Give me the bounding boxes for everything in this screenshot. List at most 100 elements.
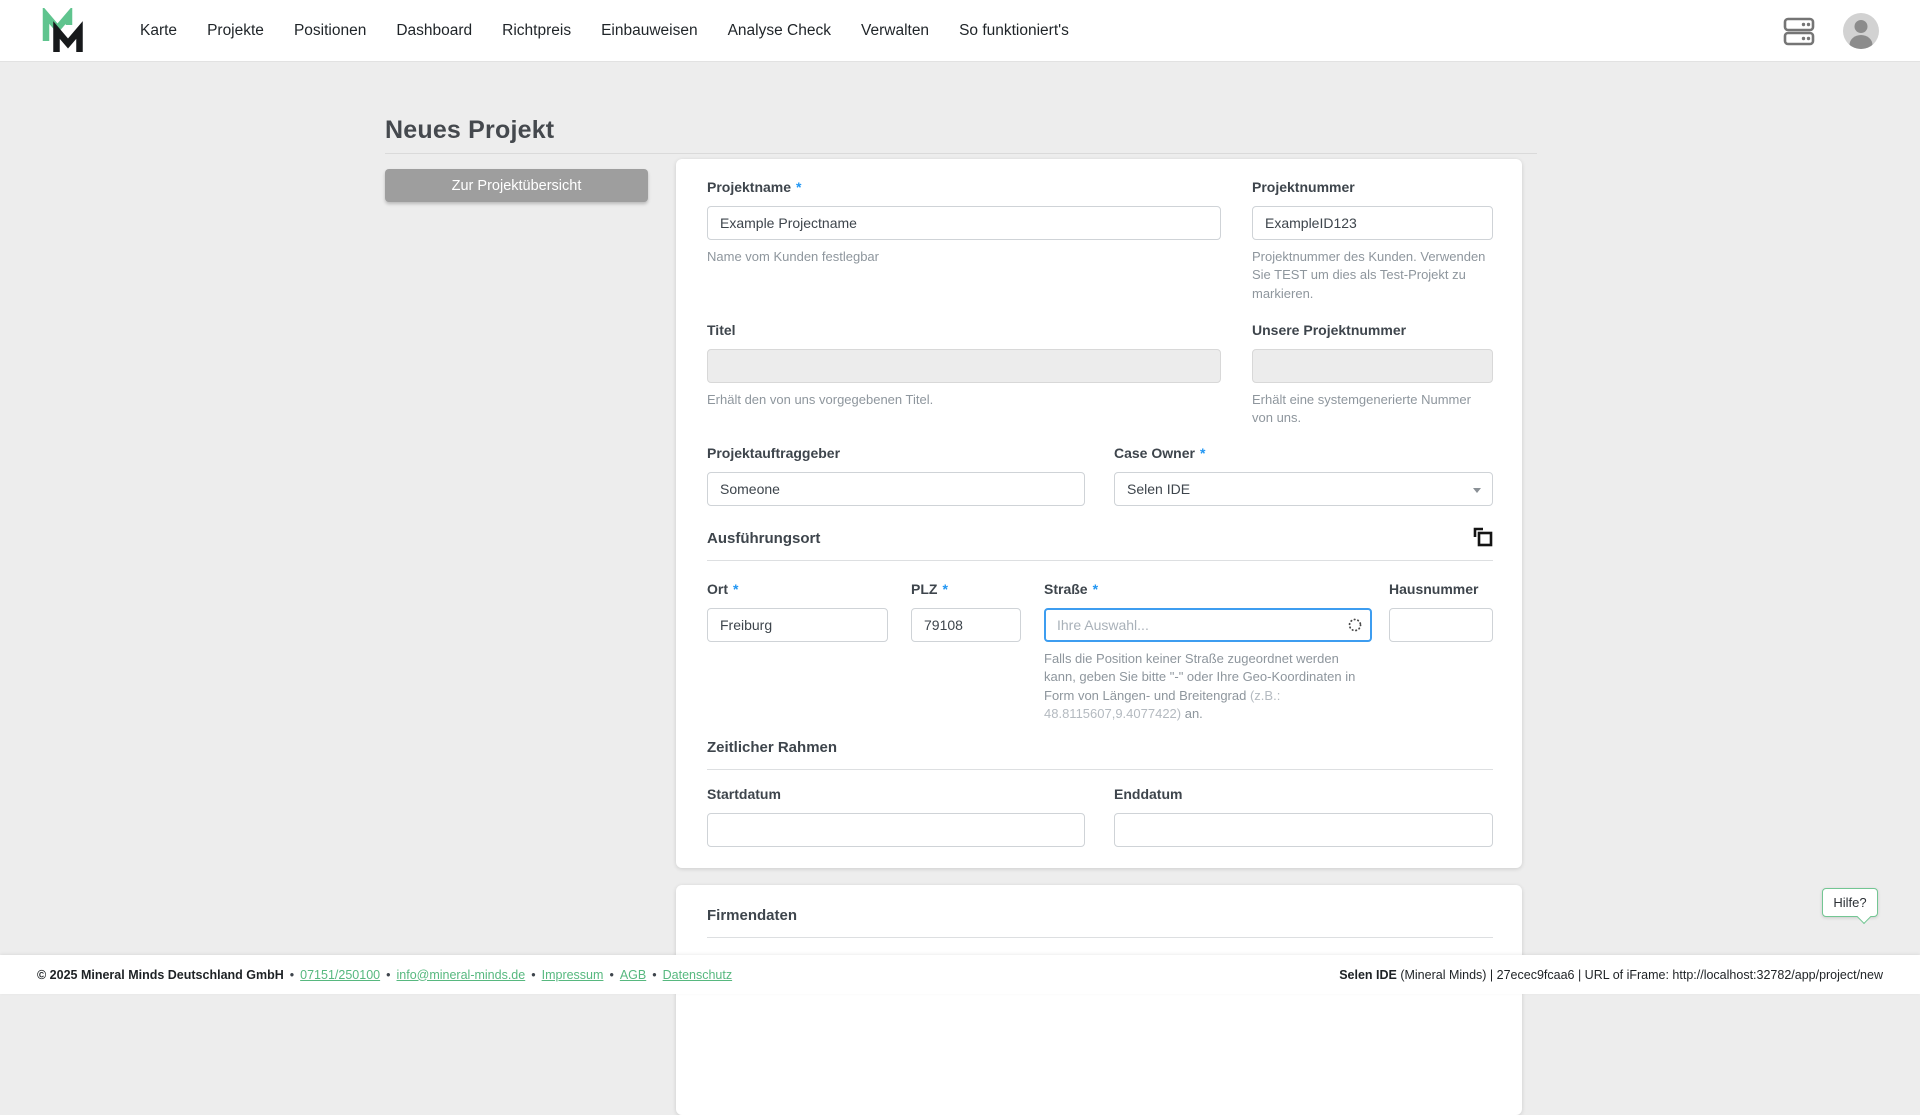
session-user: Selen IDE (1339, 967, 1397, 982)
projektname-input[interactable] (707, 206, 1221, 240)
startdatum-label-text: Startdatum (707, 786, 781, 802)
hausnummer-input[interactable] (1389, 608, 1493, 642)
page-title: Neues Projekt (385, 116, 555, 144)
projektauftraggeber-input[interactable] (707, 472, 1085, 506)
mineral-minds-logo[interactable] (40, 7, 86, 54)
footer-link-phone[interactable]: 07151/250100 (300, 967, 381, 982)
nav-item-positionen[interactable]: Positionen (293, 21, 367, 39)
field-plz: PLZ * (911, 581, 1021, 642)
footer-link-datenschutz[interactable]: Datenschutz (662, 967, 733, 982)
section-zeitlicher-rahmen-heading: Zeitlicher Rahmen (707, 739, 1493, 770)
copyright-text: © 2025 Mineral Minds Deutschland GmbH (37, 967, 284, 982)
nav-item-richtpreis[interactable]: Richtpreis (502, 21, 572, 39)
field-projektauftraggeber: Projektauftraggeber (707, 445, 1085, 506)
footer-separator: • (609, 967, 614, 982)
nav-item-verwalten[interactable]: Verwalten (860, 21, 930, 39)
help-button[interactable]: Hilfe? (1822, 888, 1878, 917)
strasse-hint: Falls die Position keiner Straße zugeord… (1044, 650, 1372, 724)
top-navbar: Karte Projekte Positionen Dashboard Rich… (0, 0, 1920, 62)
strasse-input[interactable] (1044, 608, 1372, 642)
plz-label: PLZ * (911, 581, 1021, 598)
case-owner-label-text: Case Owner (1114, 445, 1195, 461)
footer-bar: © 2025 Mineral Minds Deutschland GmbH • … (0, 955, 1920, 994)
nav-item-analyse-check[interactable]: Analyse Check (727, 21, 831, 39)
projektnummer-input[interactable] (1252, 206, 1493, 240)
nav-item-karte[interactable]: Karte (140, 21, 178, 39)
title-divider (385, 153, 1537, 154)
chevron-down-icon (1473, 488, 1481, 493)
new-project-form-card: Projektname * Name vom Kunden festlegbar… (676, 159, 1522, 868)
required-asterisk: * (733, 581, 739, 597)
footer-separator: • (652, 967, 657, 982)
footer-session-info: Selen IDE (Mineral Minds) | 27ecec9fcaa6… (1339, 968, 1883, 982)
field-unsere-projektnummer: Unsere Projektnummer Erhält eine systemg… (1252, 322, 1493, 428)
field-startdatum: Startdatum (707, 786, 1085, 847)
footer-separator: • (531, 967, 536, 982)
startdatum-input[interactable] (707, 813, 1085, 847)
section-firmendaten-heading: Firmendaten (707, 907, 1493, 938)
projektnummer-hint: Projektnummer des Kunden. Verwenden Sie … (1252, 249, 1486, 301)
projektnummer-label: Projektnummer (1252, 179, 1493, 196)
footer-link-agb[interactable]: AGB (619, 967, 647, 982)
footer-separator: • (289, 967, 295, 982)
projektname-label-text: Projektname (707, 179, 792, 195)
projektname-label: Projektname * (707, 179, 1221, 196)
footer-link-impressum[interactable]: Impressum (541, 967, 604, 982)
field-case-owner: Case Owner * Selen IDE (1114, 445, 1493, 506)
server-rack-icon[interactable] (1782, 13, 1816, 49)
startdatum-label: Startdatum (707, 786, 1085, 803)
ort-label: Ort * (707, 581, 888, 598)
copy-icon[interactable] (1471, 525, 1495, 549)
user-avatar-icon[interactable] (1842, 12, 1880, 50)
unsere-projektnummer-label-text: Unsere Projektnummer (1252, 322, 1407, 338)
case-owner-label: Case Owner * (1114, 445, 1493, 462)
main-nav: Karte Projekte Positionen Dashboard Rich… (140, 22, 1069, 40)
footer-link-email[interactable]: info@mineral-minds.de (396, 967, 526, 982)
titel-input (707, 349, 1221, 383)
field-titel: Titel Erhält den von uns vorgegebenen Ti… (707, 322, 1221, 409)
required-asterisk: * (796, 179, 802, 195)
ort-input[interactable] (707, 608, 888, 642)
titel-label: Titel (707, 322, 1221, 339)
field-projektnummer: Projektnummer Projektnummer des Kunden. … (1252, 179, 1493, 303)
plz-input[interactable] (911, 608, 1021, 642)
firmendaten-card: Firmendaten (676, 885, 1522, 1115)
field-hausnummer: Hausnummer (1389, 581, 1493, 642)
back-to-project-overview-button[interactable]: Zur Projektübersicht (385, 169, 648, 202)
strasse-label: Straße * (1044, 581, 1372, 598)
case-owner-select[interactable]: Selen IDE (1114, 472, 1493, 506)
titel-label-text: Titel (707, 322, 736, 338)
field-projektname: Projektname * Name vom Kunden festlegbar (707, 179, 1221, 266)
strasse-hint-suffix: an. (1181, 706, 1203, 722)
unsere-projektnummer-input (1252, 349, 1493, 383)
hausnummer-label: Hausnummer (1389, 581, 1493, 598)
footer-left: © 2025 Mineral Minds Deutschland GmbH • … (37, 968, 732, 982)
enddatum-label-text: Enddatum (1114, 786, 1183, 802)
nav-item-einbauweisen[interactable]: Einbauweisen (601, 21, 698, 39)
plz-label-text: PLZ (911, 581, 938, 597)
hausnummer-label-text: Hausnummer (1389, 581, 1479, 597)
field-ort: Ort * (707, 581, 888, 642)
case-owner-selected-value: Selen IDE (1127, 481, 1191, 497)
required-asterisk: * (1092, 581, 1099, 597)
enddatum-input[interactable] (1114, 813, 1493, 847)
projektname-hint: Name vom Kunden festlegbar (707, 249, 879, 264)
required-asterisk: * (942, 581, 948, 597)
unsere-projektnummer-hint: Erhält eine systemgenerierte Nummer von … (1252, 392, 1471, 426)
navbar-right (1782, 12, 1880, 50)
strasse-hint-example: (z.B.: 48.8115607,9.4077422) (1044, 687, 1281, 722)
projektauftraggeber-label-text: Projektauftraggeber (707, 445, 841, 461)
strasse-hint-main: Falls die Position keiner Straße zugeord… (1044, 651, 1356, 703)
footer-separator: • (386, 967, 391, 982)
nav-item-dashboard[interactable]: Dashboard (396, 21, 473, 39)
nav-item-projekte[interactable]: Projekte (207, 21, 264, 39)
nav-item-so-funktionierts[interactable]: So funktioniert's (959, 21, 1069, 39)
enddatum-label: Enddatum (1114, 786, 1493, 803)
strasse-label-text: Straße (1044, 581, 1088, 597)
ort-label-text: Ort (707, 581, 728, 597)
field-strasse: Straße * Falls die Position keiner Straß… (1044, 581, 1372, 724)
titel-hint: Erhält den von uns vorgegebenen Titel. (707, 392, 934, 407)
projektauftraggeber-label: Projektauftraggeber (707, 445, 1085, 462)
loading-spinner-icon (1348, 618, 1362, 632)
required-asterisk: * (1199, 445, 1206, 461)
